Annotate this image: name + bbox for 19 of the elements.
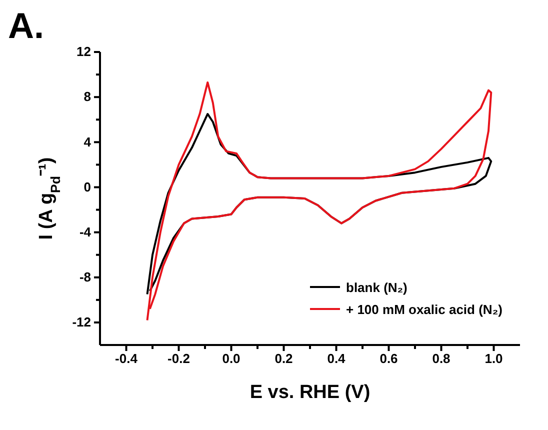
x-tick-label: 1.0 <box>484 351 503 366</box>
x-tick-label: 0.2 <box>274 351 293 366</box>
x-tick-label: -0.4 <box>115 351 138 366</box>
legend-label: + 100 mM oxalic acid (N₂) <box>346 302 502 317</box>
x-tick-label: 0.8 <box>432 351 450 366</box>
x-tick-label: 0.0 <box>222 351 240 366</box>
x-axis-title: E vs. RHE (V) <box>250 382 370 403</box>
x-tick-label: 0.6 <box>380 351 398 366</box>
y-tick-label: -4 <box>79 224 92 240</box>
text: A. <box>8 5 44 46</box>
x-tick-label: 0.4 <box>327 351 346 366</box>
x-tick-label: -0.2 <box>168 351 190 366</box>
y-tick-label: 4 <box>84 134 92 150</box>
legend-label: blank (N₂) <box>346 280 408 295</box>
y-tick-label: 0 <box>84 179 91 194</box>
y-tick-label: -8 <box>79 270 91 285</box>
y-tick-label: 12 <box>76 44 91 60</box>
y-tick-label: 8 <box>84 89 91 104</box>
y-tick-label: -12 <box>72 314 91 330</box>
